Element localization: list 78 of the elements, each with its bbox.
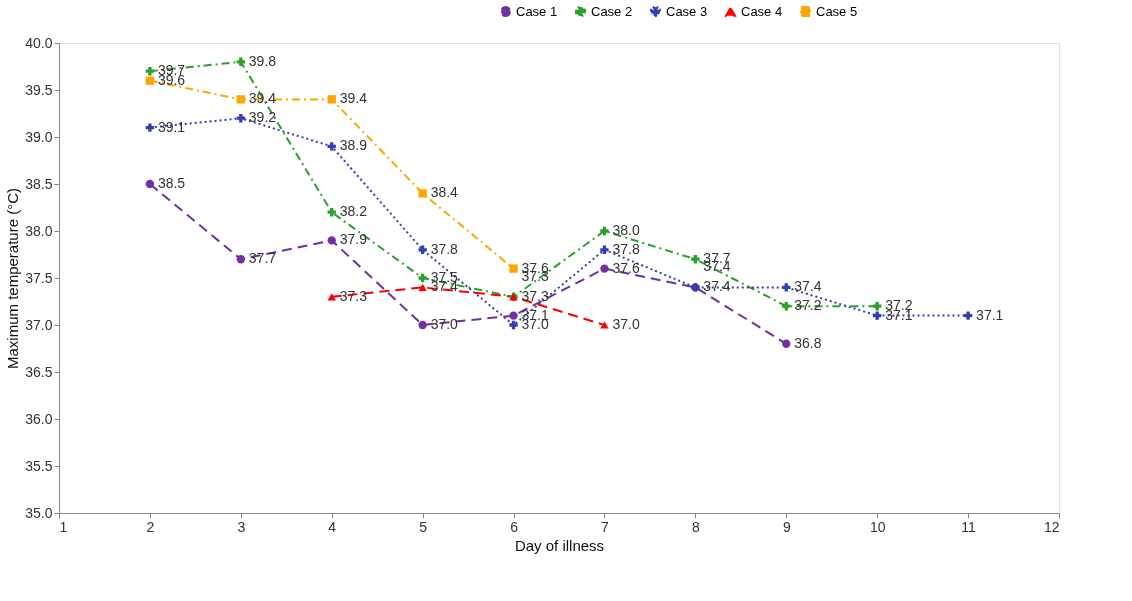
y-tick-label: 37.5 [25, 269, 53, 286]
data-label: 37.3 [521, 287, 550, 304]
legend-label: Case 3 [666, 3, 708, 19]
x-axis-title: Day of illness [514, 536, 605, 554]
point [236, 95, 245, 104]
data-label: 38.0 [612, 222, 640, 238]
point [327, 142, 336, 151]
data-label: 39.8 [248, 52, 277, 69]
x-tick-label: 7 [601, 518, 610, 535]
x-tick-label: 6 [510, 518, 519, 535]
data-label: 38.5 [157, 175, 186, 191]
point [418, 245, 427, 254]
y-tick-label: 35.5 [25, 457, 53, 474]
data-label: 38.9 [339, 137, 368, 154]
y-tick-label: 36.5 [25, 363, 53, 380]
y-axis-title: Maximum temperature (°C) [4, 187, 22, 370]
point [600, 321, 609, 329]
data-label: 39.1 [157, 118, 186, 135]
x-tick-label: 2 [146, 518, 155, 535]
point [145, 123, 155, 132]
y-tick-label: 36.0 [25, 410, 53, 427]
point [509, 311, 518, 320]
data-label: 39.2 [248, 109, 277, 126]
y-tick-label: 37.0 [25, 316, 53, 333]
point [600, 264, 609, 273]
y-tick-label: 38.5 [25, 175, 53, 192]
legend-label: Case 2 [591, 3, 633, 19]
point [782, 339, 791, 348]
data-label: 37.0 [430, 316, 459, 332]
point [418, 320, 427, 330]
x-tick-label: 4 [328, 518, 337, 535]
point [327, 236, 336, 245]
x-tick-label: 12 [1043, 518, 1060, 535]
x-tick-label: 8 [691, 518, 700, 535]
point [600, 226, 609, 236]
data-label: 37.6 [612, 259, 640, 276]
point [600, 245, 609, 254]
point [236, 255, 245, 264]
point [145, 179, 155, 189]
point [418, 283, 427, 292]
legend-label: Case 4 [741, 3, 783, 19]
data-label: 36.8 [794, 334, 822, 351]
point [963, 311, 973, 320]
x-tick-label: 1 [59, 518, 68, 535]
x-tick-label: 10 [869, 518, 886, 535]
x-tick-label: 3 [237, 518, 246, 535]
x-tick-label: 11 [961, 518, 977, 535]
point [327, 95, 336, 104]
data-label: 38.4 [430, 184, 459, 201]
x-tick-label: 5 [419, 518, 428, 535]
data-label: 37.9 [339, 231, 368, 248]
legend-label: Case 5 [816, 3, 858, 19]
data-label: 37.1 [976, 306, 1004, 323]
data-label: 37.3 [339, 287, 368, 304]
data-label: 37.8 [612, 240, 640, 257]
data-label: 37.4 [703, 278, 731, 295]
point [691, 255, 700, 264]
point [145, 76, 155, 85]
y-tick-label: 38.0 [25, 222, 53, 239]
y-tick-label: 40.0 [25, 34, 53, 51]
data-label: 37.8 [430, 240, 459, 257]
y-tick-label: 39.0 [25, 128, 53, 145]
point [418, 273, 427, 283]
y-tick-label: 35.0 [25, 504, 53, 521]
point [509, 264, 518, 273]
point [145, 67, 155, 76]
data-label: 37.0 [612, 316, 640, 332]
x-tick-label: 9 [782, 518, 791, 535]
data-label: 37.7 [248, 250, 277, 267]
point [782, 283, 791, 292]
data-label: 37.4 [794, 278, 822, 295]
data-label: 38.2 [339, 203, 368, 220]
point [509, 320, 518, 330]
legend-label: Case 1 [516, 3, 558, 19]
point [873, 311, 882, 320]
point [418, 189, 427, 198]
data-label: 39.4 [339, 90, 368, 107]
y-tick-label: 39.5 [25, 81, 53, 98]
